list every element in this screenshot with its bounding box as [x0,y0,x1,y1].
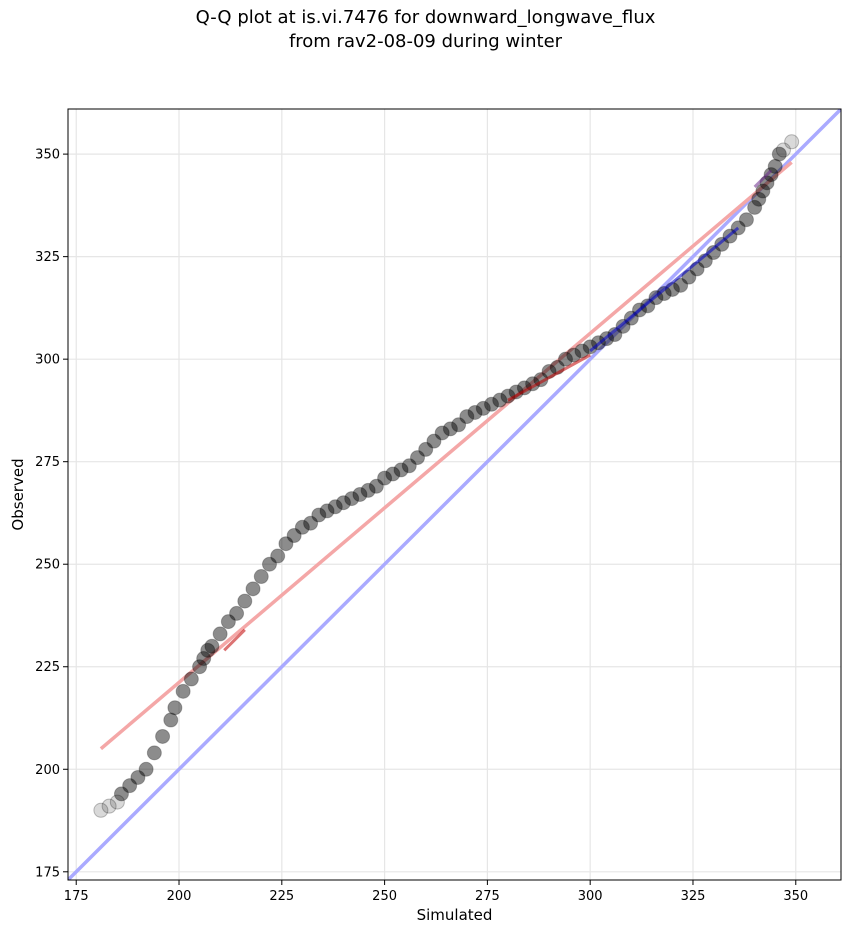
data-point [393,462,409,478]
chart-title-line-2: from rav2-08-09 during winter [288,31,563,52]
x-tick-label: 250 [372,889,397,904]
x-tick-label: 175 [64,889,89,904]
x-tick-label: 325 [681,889,706,904]
data-point [738,212,754,228]
x-tick-label: 350 [783,889,808,904]
data-point [409,450,425,466]
plot-frame [67,108,842,881]
data-point [229,605,245,621]
data-point [484,396,500,412]
data-point [163,712,179,728]
data-point [122,778,138,794]
data-point [192,659,208,675]
data-point [319,503,335,519]
data-point [109,794,125,810]
data-point [220,614,236,630]
x-tick-label: 275 [475,889,500,904]
data-point [352,487,368,502]
data-point [784,134,800,150]
data-point [212,626,228,642]
data-point [763,167,779,183]
y-tick-label: 275 [35,455,60,470]
data-point [93,802,109,818]
data-point [335,495,351,511]
data-point [303,515,319,531]
data-point [368,478,384,494]
y-tick-label: 350 [35,148,60,163]
data-point [113,786,129,802]
data-point [426,433,442,449]
x-tick-label: 225 [269,889,294,904]
data-point [344,491,360,507]
upper-highlight [589,226,740,353]
data-point [146,745,162,761]
data-point [558,351,574,367]
data-point [101,798,117,814]
data-point [459,409,475,425]
data-point [237,593,253,609]
data-point [196,651,212,667]
data-point [167,700,183,716]
identity-line [68,109,841,880]
data-point [377,470,393,486]
y-axis-label: Observed [9,458,27,530]
data-point [261,556,277,572]
y-tick-label: 325 [35,250,60,265]
data-point [270,548,286,564]
data-point [204,638,220,654]
data-point [751,191,767,207]
data-point [771,146,787,162]
top-highlight [753,169,773,188]
data-point [138,761,154,777]
data-point [130,769,146,785]
iqr-highlight-mid [507,353,591,402]
iqr-highlight-low [223,628,246,652]
data-point [175,683,191,699]
data-point [467,404,483,420]
data-point [311,507,327,523]
y-tick-label: 200 [35,763,60,778]
data-point [615,318,631,334]
data-point [327,499,343,515]
data-point [673,277,689,293]
y-tick-label: 300 [35,353,60,368]
data-point [401,458,417,474]
x-tick-label: 300 [578,889,603,904]
fit-line [99,160,793,751]
data-point [183,671,199,687]
data-point [155,728,171,744]
data-point [200,642,216,658]
data-point [385,466,401,482]
x-tick-label: 200 [167,889,192,904]
data-point [245,581,261,597]
data-point [747,199,763,215]
y-tick-label: 175 [35,865,60,880]
data-point [286,528,302,544]
data-point [418,441,434,457]
data-point [755,183,771,199]
x-axis-label: Simulated [417,906,493,924]
data-point [294,519,310,535]
data-point [451,417,467,433]
data-point [566,347,582,363]
data-point [278,536,294,552]
y-tick-label: 250 [35,558,60,573]
data-point [767,158,783,174]
data-point [360,482,376,498]
y-tick-label: 225 [35,660,60,675]
data-point [775,142,791,158]
data-point [714,236,730,252]
data-point [640,298,656,314]
data-point [475,400,491,416]
data-point [434,425,450,441]
data-point [253,569,269,585]
chart-title-line-1: Q-Q plot at is.vi.7476 for downward_long… [195,7,656,28]
data-point [492,392,508,408]
data-point [442,421,458,437]
